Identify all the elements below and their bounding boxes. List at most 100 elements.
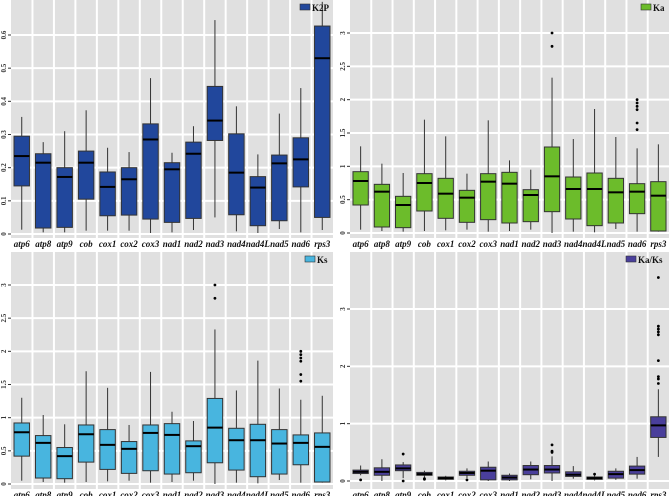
x-tick-label: cox2 (458, 490, 476, 496)
box-nad6 (628, 456, 646, 479)
box-iqr (395, 195, 412, 229)
box-iqr (480, 173, 497, 221)
x-tick-label: nad4L (583, 239, 608, 249)
box-iqr (586, 172, 603, 227)
x-tick-label: nad4 (227, 239, 246, 249)
plot-background (350, 252, 669, 489)
box-atp9 (56, 424, 73, 483)
outlier-point (656, 330, 660, 334)
x-tick-label: atp8 (35, 490, 52, 496)
legend-label: Ks (317, 255, 328, 265)
y-tick-label: 1.5 (0, 380, 8, 389)
box-iqr (206, 397, 224, 464)
y-tick-label: 0.5 (0, 63, 8, 72)
box-nad4 (565, 466, 582, 479)
box-iqr (650, 416, 667, 438)
x-tick-label: nad2 (184, 239, 203, 249)
x-tick-label: atp6 (14, 490, 31, 496)
box-nad6 (292, 349, 310, 483)
x-tick-label: atp8 (35, 239, 52, 249)
x-tick-label: nad4L (583, 490, 608, 496)
y-tick-label: 0.1 (0, 196, 8, 205)
legend-swatch (299, 3, 311, 11)
box-iqr (458, 189, 476, 223)
box-cob (77, 110, 95, 231)
box-iqr (416, 173, 433, 212)
x-tick-label: nad4L (246, 239, 271, 249)
box-nad2 (185, 126, 202, 231)
outlier-point (299, 373, 303, 376)
outlier-point (593, 472, 596, 476)
outlier-point (401, 452, 405, 456)
legend: Ka/Ks (625, 255, 663, 265)
x-tick-label: atp6 (353, 490, 370, 496)
x-tick-label: nad2 (184, 490, 203, 496)
y-tick-label: 0.3 (0, 130, 8, 139)
x-tick-label: cox1 (99, 490, 117, 496)
x-tick-label: atp9 (395, 239, 412, 249)
y-tick-label: 3 (0, 283, 8, 287)
box-iqr (56, 167, 73, 228)
outlier-point (423, 477, 426, 481)
box-nad4 (228, 390, 245, 483)
outlier-point (299, 356, 303, 360)
x-tick-label: nad1 (500, 490, 519, 496)
x-tick-label: cox3 (479, 239, 497, 249)
box-atp9 (56, 131, 73, 233)
x-tick-label: rps3 (650, 239, 667, 249)
outlier-point (635, 121, 639, 125)
x-tick-label: cob (418, 490, 431, 496)
outlier-point (299, 359, 303, 363)
box-nad4L (249, 154, 267, 234)
x-tick-label: atp9 (395, 490, 412, 496)
box-atp9 (395, 452, 412, 483)
box-nad1 (501, 473, 518, 481)
y-tick-label: 0 (0, 232, 8, 236)
x-tick-label: cox1 (437, 239, 455, 249)
box-iqr (249, 423, 267, 478)
y-tick-label: 3 (339, 31, 347, 35)
legend: Ka (640, 3, 665, 13)
box-iqr (314, 25, 331, 218)
box-cob (416, 470, 433, 481)
box-nad1 (501, 160, 518, 231)
box-iqr (77, 150, 95, 200)
y-tick-label: 1 (0, 415, 8, 419)
box-cox2 (120, 424, 138, 481)
outlier-point (635, 98, 639, 102)
box-nad4L (586, 472, 603, 481)
box-iqr (565, 176, 582, 220)
x-tick-label: nad3 (543, 239, 562, 249)
y-tick-label: 0.6 (0, 30, 8, 39)
outlier-point (656, 375, 660, 379)
x-tick-label: rps3 (650, 490, 667, 496)
outlier-point (635, 108, 639, 112)
box-iqr (56, 447, 73, 480)
box-iqr (292, 434, 310, 466)
x-tick-label: nad5 (607, 490, 626, 496)
box-cox3 (142, 78, 159, 234)
box-iqr (628, 183, 646, 215)
box-rps3 (650, 144, 667, 232)
legend: K2P (299, 3, 330, 13)
box-iqr (163, 162, 181, 223)
x-tick-label: cox1 (99, 239, 117, 249)
box-iqr (607, 177, 624, 224)
box-atp8 (373, 163, 391, 231)
box-rps3 (314, 395, 331, 483)
x-tick-label: nad3 (206, 239, 225, 249)
box-nad5 (271, 388, 288, 481)
y-tick-label: 1 (339, 421, 347, 425)
box-iqr (34, 153, 52, 229)
box-nad3 (543, 443, 561, 481)
x-tick-label: nad4 (227, 490, 246, 496)
box-nad4 (228, 106, 245, 232)
x-tick-label: nad5 (607, 239, 626, 249)
box-iqr (650, 181, 667, 232)
box-cox2 (120, 152, 138, 231)
box-nad6 (292, 88, 310, 233)
outlier-point (656, 324, 660, 328)
legend: Ks (304, 255, 328, 265)
box-iqr (13, 135, 30, 187)
outlier-point (213, 283, 217, 287)
